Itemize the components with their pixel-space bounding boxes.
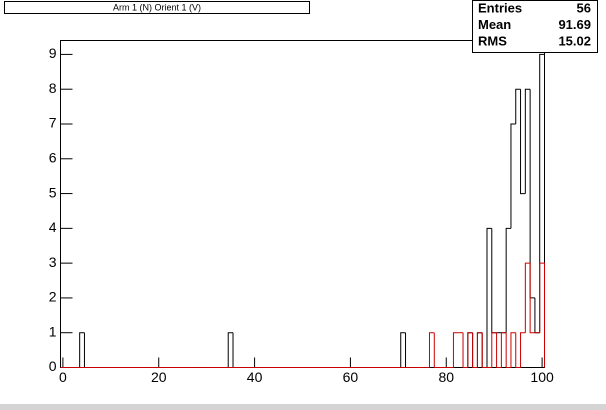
histogram-bin xyxy=(433,332,440,368)
histogram-bin xyxy=(472,332,478,368)
stats-box xyxy=(472,0,598,53)
histogram-bin xyxy=(486,227,492,368)
stat-value: 15.02 xyxy=(558,33,591,48)
y-tick-label: 7 xyxy=(49,115,57,131)
histogram-bin xyxy=(400,332,406,368)
histogram-bin xyxy=(510,332,516,368)
histogram-bin xyxy=(539,262,545,368)
stat-value: 91.69 xyxy=(558,17,591,32)
histogram-bin xyxy=(539,53,545,368)
histogram-bin xyxy=(505,227,511,333)
histogram-bin xyxy=(481,332,487,368)
x-tick-label: 60 xyxy=(343,369,359,385)
y-tick-label: 6 xyxy=(49,149,57,165)
y-tick-label: 1 xyxy=(49,323,57,339)
y-tick-label: 9 xyxy=(49,45,57,61)
y-tick-label: 5 xyxy=(49,184,57,200)
histogram-bin xyxy=(505,332,511,368)
histogram-bin xyxy=(227,332,234,368)
chart-title: Arm 1 (N) Orient 1 (V) xyxy=(113,2,201,12)
histogram-bin xyxy=(491,332,497,368)
histogram-bin xyxy=(462,332,468,368)
histogram-bin xyxy=(467,332,473,368)
x-tick-label: 80 xyxy=(438,369,454,385)
histogram-bin xyxy=(520,89,526,195)
histogram-bin xyxy=(520,332,526,368)
histogram-bin xyxy=(428,332,435,368)
stat-label: Entries xyxy=(478,0,522,15)
histogram-bin xyxy=(515,88,521,124)
y-tick-label: 4 xyxy=(49,219,57,235)
histogram-bin xyxy=(515,332,521,368)
histogram-bin xyxy=(524,88,531,194)
histogram-bin xyxy=(510,123,516,229)
y-tick-label: 2 xyxy=(49,289,57,305)
y-tick-label: 0 xyxy=(49,358,57,374)
histogram-bin xyxy=(79,332,85,368)
x-tick-label: 0 xyxy=(59,369,67,385)
histogram-bin xyxy=(524,262,531,333)
x-tick-label: 40 xyxy=(247,369,263,385)
histogram-bin xyxy=(529,263,535,334)
y-tick-label: 3 xyxy=(49,254,57,270)
stat-label: RMS xyxy=(478,33,507,48)
histogram-bin xyxy=(452,332,459,368)
histogram-bin xyxy=(496,332,502,368)
x-tick-label: 20 xyxy=(151,369,167,385)
title-box xyxy=(4,1,310,14)
histogram-bin xyxy=(476,332,483,368)
x-tick-label: 100 xyxy=(530,369,554,385)
y-tick-label: 8 xyxy=(49,80,57,96)
stat-value: 56 xyxy=(577,0,591,15)
stat-label: Mean xyxy=(478,17,511,32)
bottom-strip xyxy=(0,404,606,410)
histogram-bin xyxy=(500,332,507,368)
